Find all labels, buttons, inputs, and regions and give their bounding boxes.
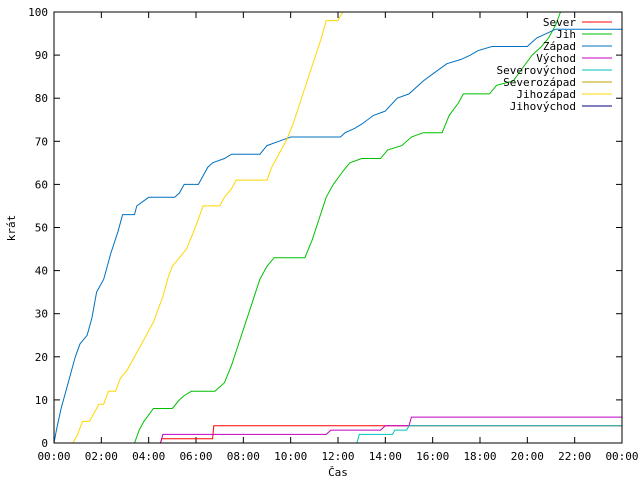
legend-label: Jihovýchod bbox=[510, 100, 576, 113]
y-tick-label: 60 bbox=[35, 178, 48, 191]
legend: SeverJihZápadVýchodSeverovýchodSeverozáp… bbox=[497, 16, 612, 113]
y-tick-label: 50 bbox=[35, 222, 48, 235]
axes-layer: 0 10 20 30 40 50 60 70 80 90 100 00:00 02:00 04:00 06:… bbox=[28, 6, 638, 463]
legend-label: Východ bbox=[536, 52, 576, 65]
legend-label: Jih bbox=[556, 28, 576, 41]
y-tick-label: 90 bbox=[35, 49, 48, 62]
y-tick-label: 40 bbox=[35, 265, 48, 278]
series-line-3 bbox=[53, 28, 622, 444]
y-tick-label: 70 bbox=[35, 135, 48, 148]
y-tick-label: 20 bbox=[35, 351, 48, 364]
x-axis-label: Čas bbox=[328, 466, 348, 479]
y-tick-label: 80 bbox=[35, 92, 48, 105]
x-tick-label: 16:00 bbox=[416, 450, 449, 463]
x-tick-label: 00:00 bbox=[605, 450, 638, 463]
y-tick-label: 10 bbox=[35, 394, 48, 407]
legend-label: Jihozápad bbox=[516, 88, 576, 101]
x-tick-label: 18:00 bbox=[463, 450, 496, 463]
x-tick-label: 10:00 bbox=[274, 450, 307, 463]
x-tick-label: 12:00 bbox=[321, 450, 354, 463]
legend-label: Severozápad bbox=[503, 76, 576, 89]
legend-label: Severovýchod bbox=[497, 64, 576, 77]
series-line-2 bbox=[54, 11, 561, 444]
x-tick-label: 22:00 bbox=[558, 450, 591, 463]
y-tick-label: 30 bbox=[35, 308, 48, 321]
y-tick-label: 100 bbox=[28, 6, 48, 19]
legend-label: Sever bbox=[543, 16, 576, 29]
plot-frame bbox=[53, 11, 623, 444]
legend-label: Západ bbox=[543, 40, 576, 53]
y-axis-label: krát bbox=[5, 215, 18, 242]
x-tick-label: 14:00 bbox=[369, 450, 402, 463]
x-tick-label: 06:00 bbox=[179, 450, 212, 463]
series-line-4 bbox=[54, 416, 622, 444]
x-tick-label: 00:00 bbox=[37, 450, 70, 463]
x-tick-label: 02:00 bbox=[85, 450, 118, 463]
series-line-5 bbox=[54, 425, 622, 444]
y-tick-label: 0 bbox=[41, 437, 48, 450]
x-tick-label: 08:00 bbox=[227, 450, 260, 463]
x-tick-label: 20:00 bbox=[511, 450, 544, 463]
series-line-7 bbox=[54, 11, 344, 444]
x-tick-label: 04:00 bbox=[132, 450, 165, 463]
